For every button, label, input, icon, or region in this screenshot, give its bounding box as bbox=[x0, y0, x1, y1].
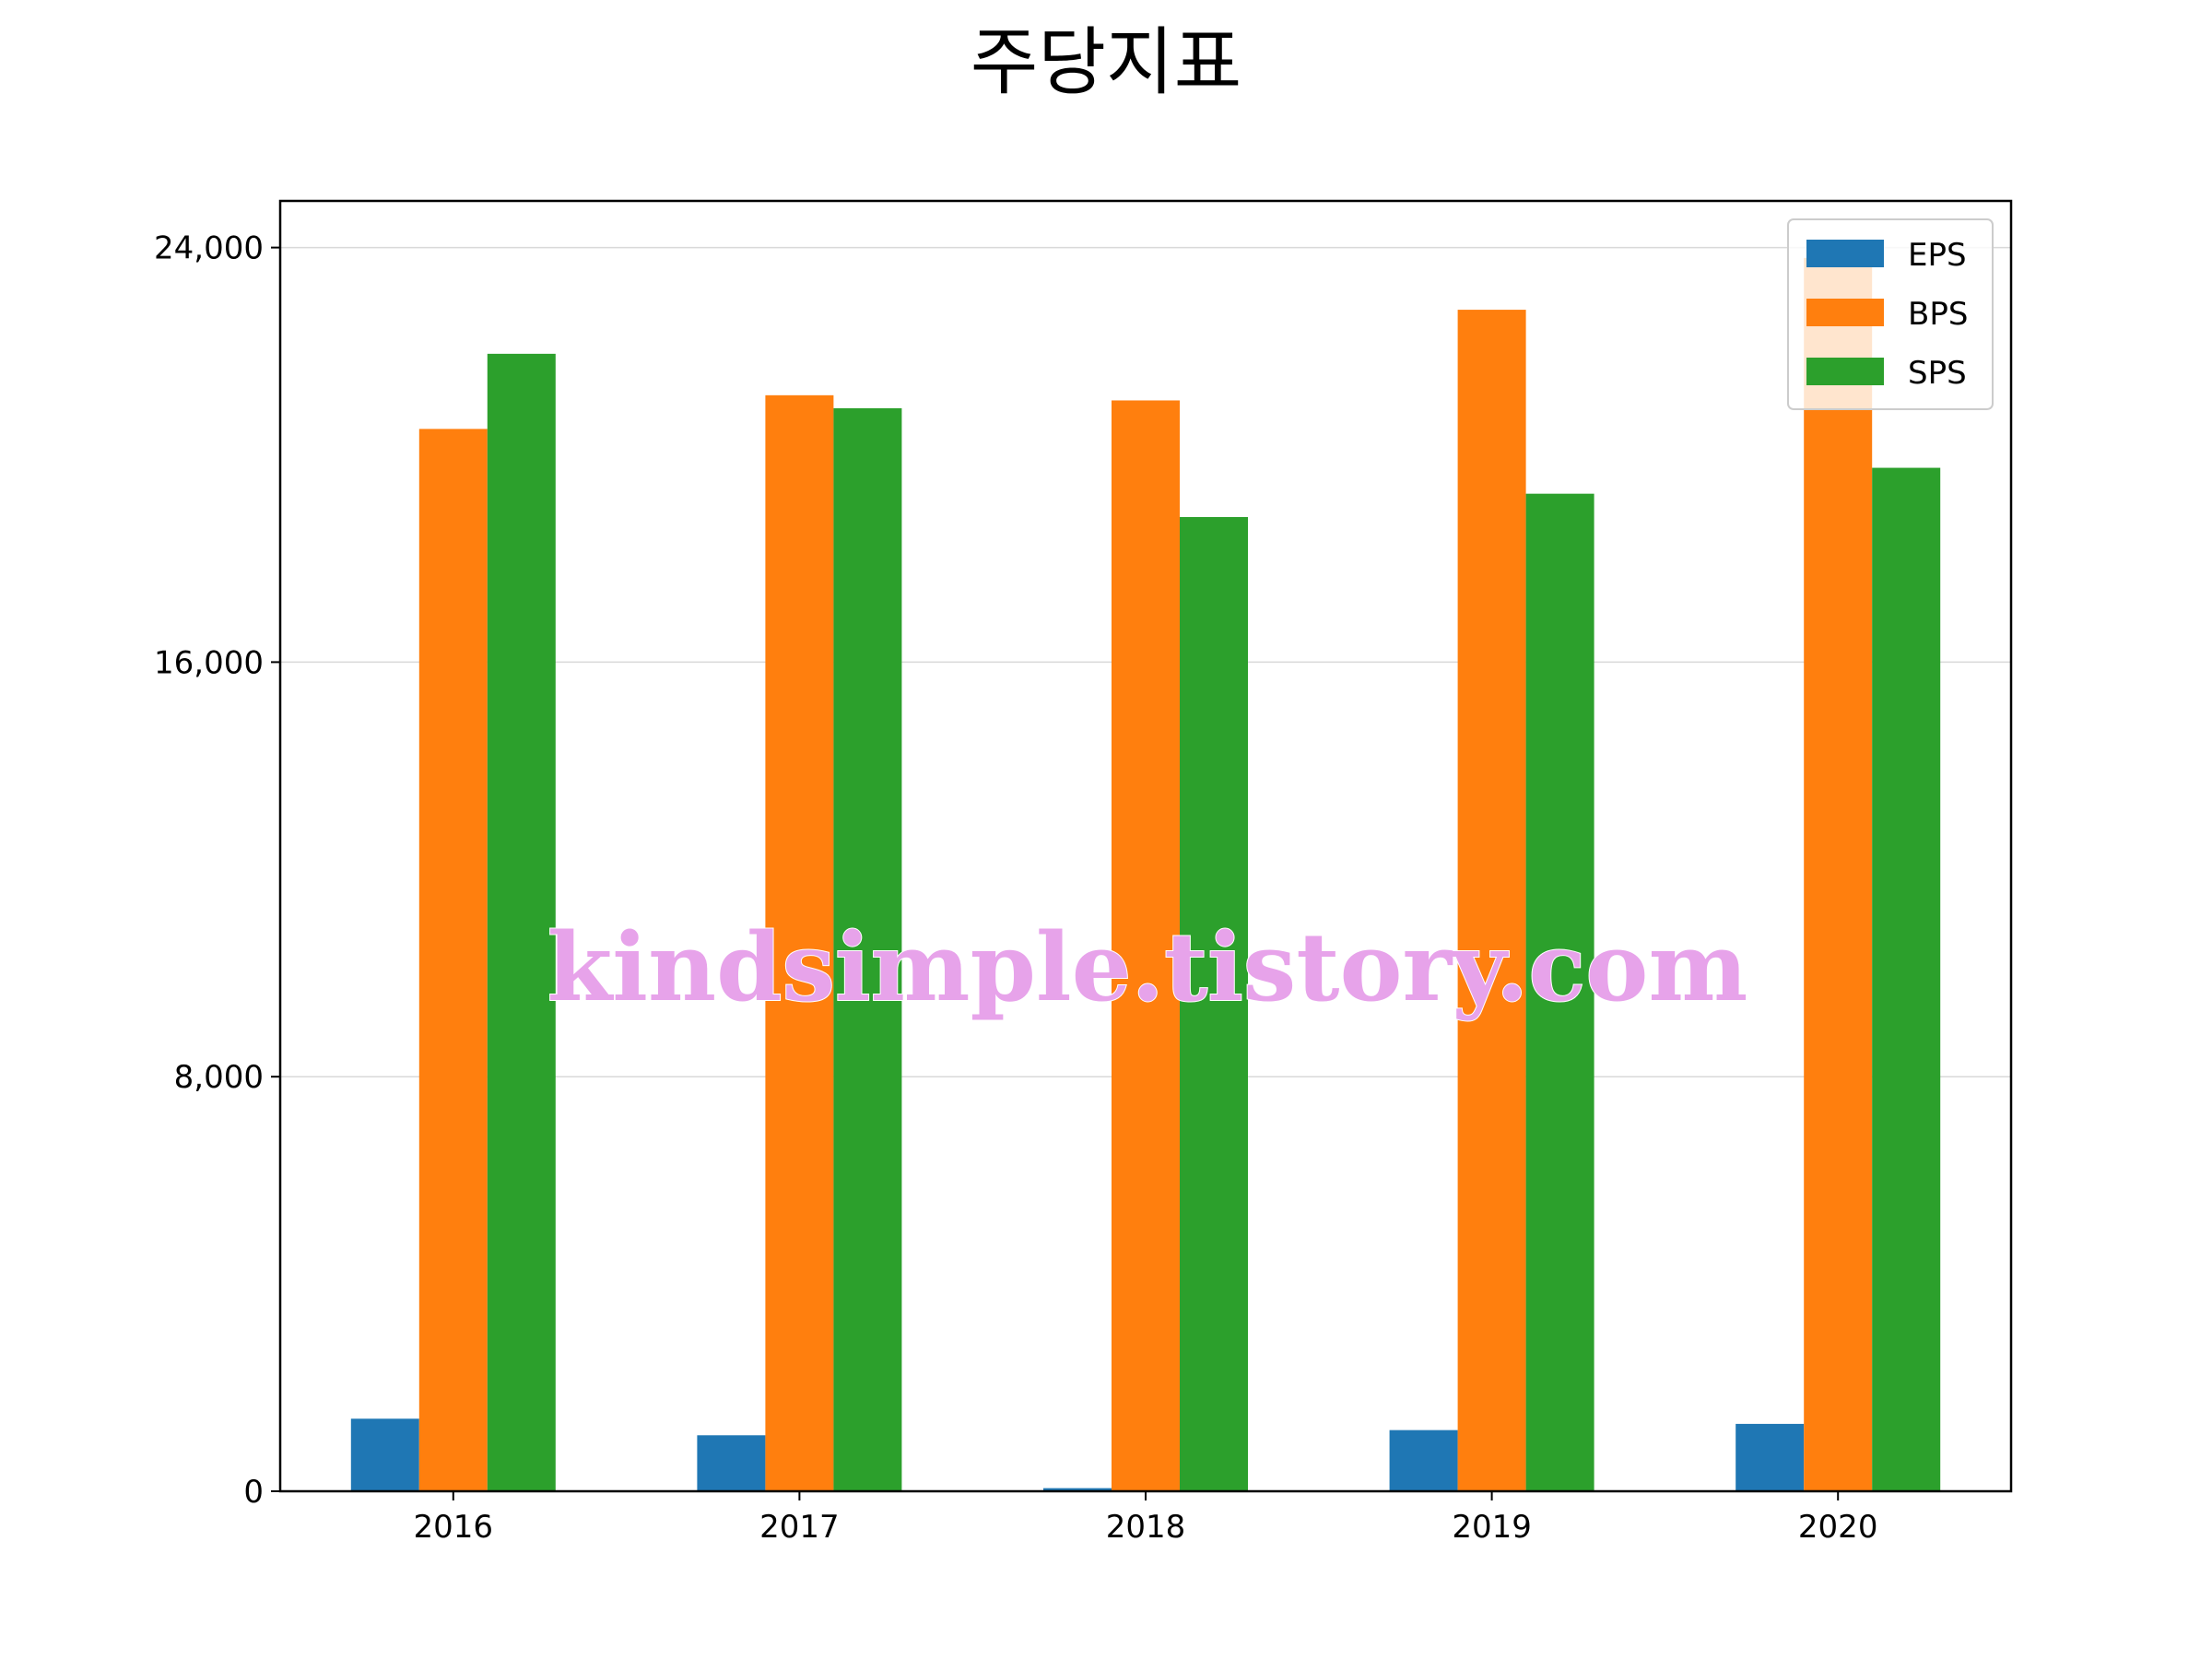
bar-sps-2018 bbox=[1180, 516, 1248, 1491]
legend: EPS BPS SPS bbox=[1787, 218, 1994, 410]
legend-label-eps: EPS bbox=[1908, 237, 1967, 274]
chart-title: 주당지표 bbox=[971, 19, 1241, 105]
bar-bps-2020 bbox=[1804, 257, 1873, 1491]
legend-label-bps: BPS bbox=[1908, 296, 1968, 333]
bar-eps-2019 bbox=[1389, 1430, 1458, 1491]
bar-sps-2017 bbox=[833, 407, 902, 1491]
legend-swatch-bps bbox=[1806, 299, 1884, 326]
y-axis: 0 8,000 16,000 24,000 bbox=[154, 230, 280, 1511]
legend-swatch-sps bbox=[1806, 358, 1884, 385]
bar-sps-2016 bbox=[487, 353, 556, 1491]
y-tick-label: 8,000 bbox=[174, 1059, 264, 1096]
bar-bps-2018 bbox=[1112, 400, 1180, 1492]
bar-eps-2017 bbox=[697, 1435, 766, 1491]
x-tick-label: 2016 bbox=[414, 1509, 494, 1546]
bar-sps-2019 bbox=[1525, 493, 1594, 1491]
bar-sps-2020 bbox=[1872, 467, 1941, 1491]
x-tick-label: 2020 bbox=[1798, 1509, 1878, 1546]
y-tick-label: 16,000 bbox=[154, 644, 264, 681]
bar-eps-2020 bbox=[1735, 1423, 1805, 1491]
x-tick-label: 2018 bbox=[1106, 1509, 1186, 1546]
x-axis: 2016 2017 2018 2019 2020 bbox=[414, 1491, 1878, 1546]
legend-swatch-eps bbox=[1806, 240, 1884, 267]
x-tick-label: 2019 bbox=[1452, 1509, 1532, 1546]
bars bbox=[350, 257, 1941, 1492]
bar-bps-2017 bbox=[765, 394, 834, 1491]
bar-eps-2016 bbox=[350, 1418, 419, 1491]
y-tick-label: 0 bbox=[243, 1474, 264, 1511]
bar-bps-2019 bbox=[1457, 310, 1526, 1492]
bar-bps-2016 bbox=[418, 429, 488, 1492]
bar-eps-2018 bbox=[1043, 1488, 1112, 1491]
watermark: kindsimple.tistory.com bbox=[547, 912, 1748, 1023]
x-tick-label: 2017 bbox=[759, 1509, 840, 1546]
y-tick-label: 24,000 bbox=[154, 230, 264, 267]
legend-label-sps: SPS bbox=[1908, 355, 1967, 392]
